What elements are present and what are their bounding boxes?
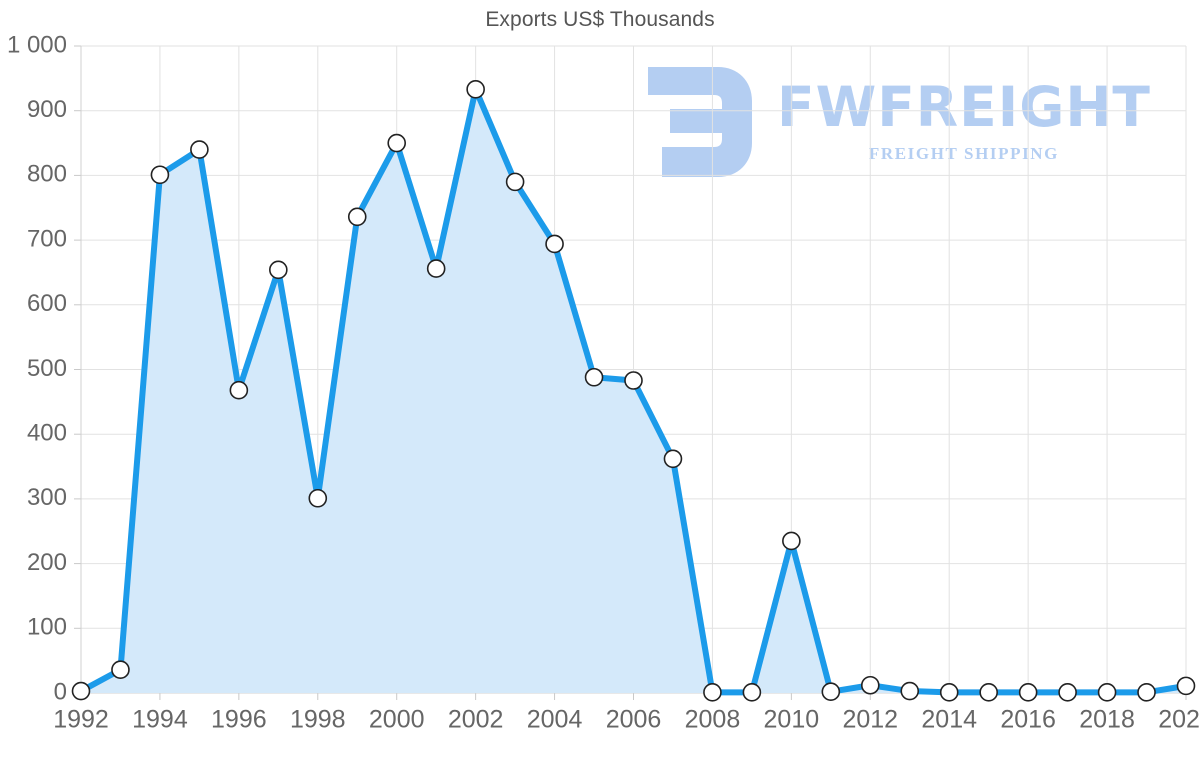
data-point-marker[interactable] <box>545 234 564 254</box>
x-tick-label: 2000 <box>369 706 425 734</box>
y-tick-label: 600 <box>27 290 67 317</box>
x-tick-label: 2004 <box>527 706 583 734</box>
data-point-marker[interactable] <box>1137 683 1156 702</box>
y-tick-label: 300 <box>27 484 67 511</box>
y-tick-label: 200 <box>27 549 67 576</box>
y-tick-label: 800 <box>27 161 67 188</box>
x-tick-label: 1994 <box>132 706 188 734</box>
data-point-marker[interactable] <box>860 675 880 695</box>
data-point-marker[interactable] <box>584 367 604 387</box>
data-point-marker[interactable] <box>190 140 209 159</box>
x-tick-label: 1992 <box>53 706 109 734</box>
data-point-marker[interactable] <box>505 172 525 192</box>
data-point-marker[interactable] <box>624 371 643 390</box>
y-tick-label: 1 000 <box>7 31 67 58</box>
data-point-marker[interactable] <box>900 681 920 701</box>
y-tick-label: 0 <box>54 678 67 705</box>
data-point-marker[interactable] <box>466 80 485 99</box>
area-series-layer <box>81 89 1186 694</box>
x-tick-label: 2018 <box>1079 706 1135 734</box>
x-tick-label: 2010 <box>764 706 820 734</box>
area-fill <box>81 89 1186 694</box>
data-point-marker[interactable] <box>347 207 367 227</box>
x-tick-label: 2016 <box>1000 706 1056 734</box>
data-point-marker[interactable] <box>703 683 722 702</box>
data-point-marker[interactable] <box>1018 683 1038 702</box>
x-tick-label: 2014 <box>921 706 977 734</box>
y-tick-label: 400 <box>27 420 67 447</box>
x-tick-label: 1996 <box>211 706 267 734</box>
y-tick-label: 500 <box>27 355 67 382</box>
x-axis-tick-labels: 1992 1994 1996 1998 2000 2002 2004 2006 2008 2010… <box>53 706 1200 734</box>
y-tick-label: 900 <box>27 96 67 123</box>
x-tick-label: 2012 <box>842 706 898 734</box>
data-point-marker[interactable] <box>939 683 959 702</box>
data-point-marker[interactable] <box>1097 683 1117 702</box>
chart-title: Exports US$ Thousands <box>485 8 715 31</box>
x-tick-label: 2020 <box>1158 706 1200 734</box>
x-tick-label: 2002 <box>448 706 504 734</box>
data-point-marker[interactable] <box>269 260 288 280</box>
data-point-marker[interactable] <box>1058 683 1077 702</box>
y-tick-label: 700 <box>27 225 67 252</box>
data-point-marker[interactable] <box>229 380 249 400</box>
data-point-marker[interactable] <box>742 683 762 702</box>
y-axis-tick-labels: 0 100 200 300 400 500 600 700 800 900 1 000 <box>7 31 67 705</box>
data-point-marker[interactable] <box>426 259 446 278</box>
y-tick-label: 100 <box>27 614 67 641</box>
x-tick-label: 2006 <box>606 706 662 734</box>
x-tick-label: 1998 <box>290 706 346 734</box>
data-point-marker[interactable] <box>821 682 841 702</box>
data-point-marker[interactable] <box>663 449 683 469</box>
data-point-marker[interactable] <box>111 660 130 680</box>
data-point-marker[interactable] <box>71 681 91 701</box>
data-point-marker[interactable] <box>387 133 407 153</box>
data-point-marker[interactable] <box>150 165 170 185</box>
data-point-marker[interactable] <box>782 531 801 551</box>
data-point-marker[interactable] <box>979 683 998 702</box>
x-tick-label: 2008 <box>685 706 741 734</box>
data-point-markers[interactable] <box>71 80 1196 702</box>
data-point-marker[interactable] <box>308 488 328 508</box>
data-point-marker[interactable] <box>1176 676 1196 696</box>
